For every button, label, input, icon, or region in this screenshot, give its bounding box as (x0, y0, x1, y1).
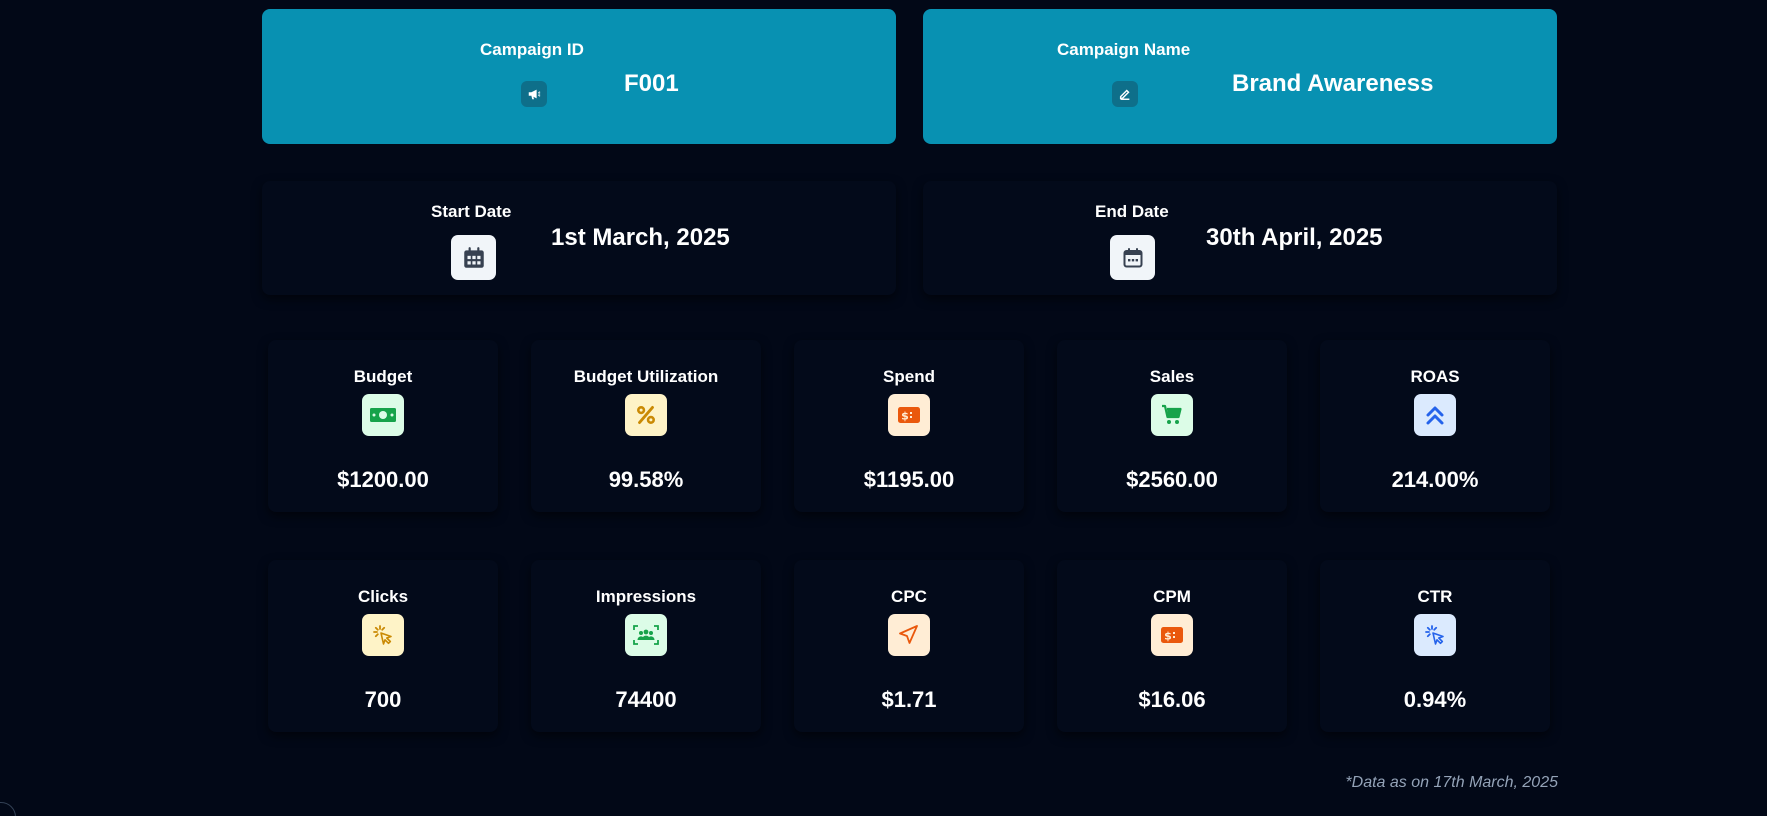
metric-value: $2560.00 (1126, 467, 1218, 492)
percent-icon (625, 394, 667, 436)
campaign-name-label: Campaign Name (1057, 40, 1191, 59)
calendar-icon (1110, 235, 1155, 280)
metric-label: Budget Utilization (573, 367, 719, 386)
start-date-card: Start Date 1st March, 2025 (262, 181, 896, 295)
metric-card-sales: Sales $2560.00 (1057, 340, 1287, 512)
svg-text:$: $ (1164, 630, 1172, 643)
metric-label: CTR (1417, 587, 1453, 606)
end-date-value: 30th April, 2025 (1206, 224, 1383, 251)
double-chevron-up-icon (1414, 394, 1456, 436)
metric-label: Clicks (357, 587, 409, 606)
dollar-badge-icon: $ (888, 394, 930, 436)
end-date-label: End Date (1095, 202, 1169, 221)
campaign-id-card: Campaign ID F001 (262, 9, 896, 144)
start-date-value: 1st March, 2025 (551, 224, 730, 251)
metric-label: Spend (883, 367, 935, 386)
dollar-badge-icon: $ (1151, 614, 1193, 656)
metric-card-spend: Spend $ $1195.00 (794, 340, 1024, 512)
metric-value: 700 (364, 687, 402, 712)
end-date-card: End Date 30th April, 2025 (923, 181, 1557, 295)
metric-card-budget-utilization: Budget Utilization 99.58% (531, 340, 761, 512)
metric-label: ROAS (1410, 367, 1460, 386)
svg-text:$: $ (901, 410, 909, 423)
metric-value: $1195.00 (863, 467, 955, 492)
metric-card-cpm: CPM $ $16.06 (1057, 560, 1287, 732)
cart-icon (1151, 394, 1193, 436)
metric-value: 214.00% (1391, 467, 1479, 492)
metric-value: 74400 (615, 687, 677, 712)
metric-label: Impressions (595, 587, 697, 606)
metric-value: $1.71 (881, 687, 937, 712)
metric-label: CPC (891, 587, 927, 606)
money-icon (362, 394, 404, 436)
metric-card-clicks: Clicks 700 (268, 560, 498, 732)
metric-card-impressions: Impressions 74400 (531, 560, 761, 732)
campaign-id-value: F001 (624, 70, 679, 97)
calendar-icon (451, 235, 496, 280)
click-pointer-icon (1414, 614, 1456, 656)
metric-label: Budget (353, 367, 413, 386)
metric-card-budget: Budget $1200.00 (268, 340, 498, 512)
metric-card-cpc: CPC $1.71 (794, 560, 1024, 732)
campaign-id-label: Campaign ID (480, 40, 584, 59)
metric-value: $1200.00 (337, 467, 429, 492)
metric-value: 99.58% (608, 467, 684, 492)
data-date-footnote: *Data as on 17th March, 2025 (1345, 774, 1558, 791)
metric-label: Sales (1149, 367, 1195, 386)
audience-icon (625, 614, 667, 656)
metric-value: $16.06 (1138, 687, 1206, 712)
campaign-name-card: Campaign Name Brand Awareness (923, 9, 1557, 144)
metric-card-roas: ROAS 214.00% (1320, 340, 1550, 512)
metric-value: 0.94% (1403, 687, 1467, 712)
campaign-name-value: Brand Awareness (1232, 70, 1434, 97)
metric-card-ctr: CTR 0.94% (1320, 560, 1550, 732)
corner-button[interactable] (0, 802, 16, 816)
megaphone-icon (521, 81, 547, 107)
edit-icon (1112, 81, 1138, 107)
start-date-label: Start Date (431, 202, 512, 221)
click-icon (362, 614, 404, 656)
metric-label: CPM (1153, 587, 1191, 606)
cursor-arrow-icon (888, 614, 930, 656)
